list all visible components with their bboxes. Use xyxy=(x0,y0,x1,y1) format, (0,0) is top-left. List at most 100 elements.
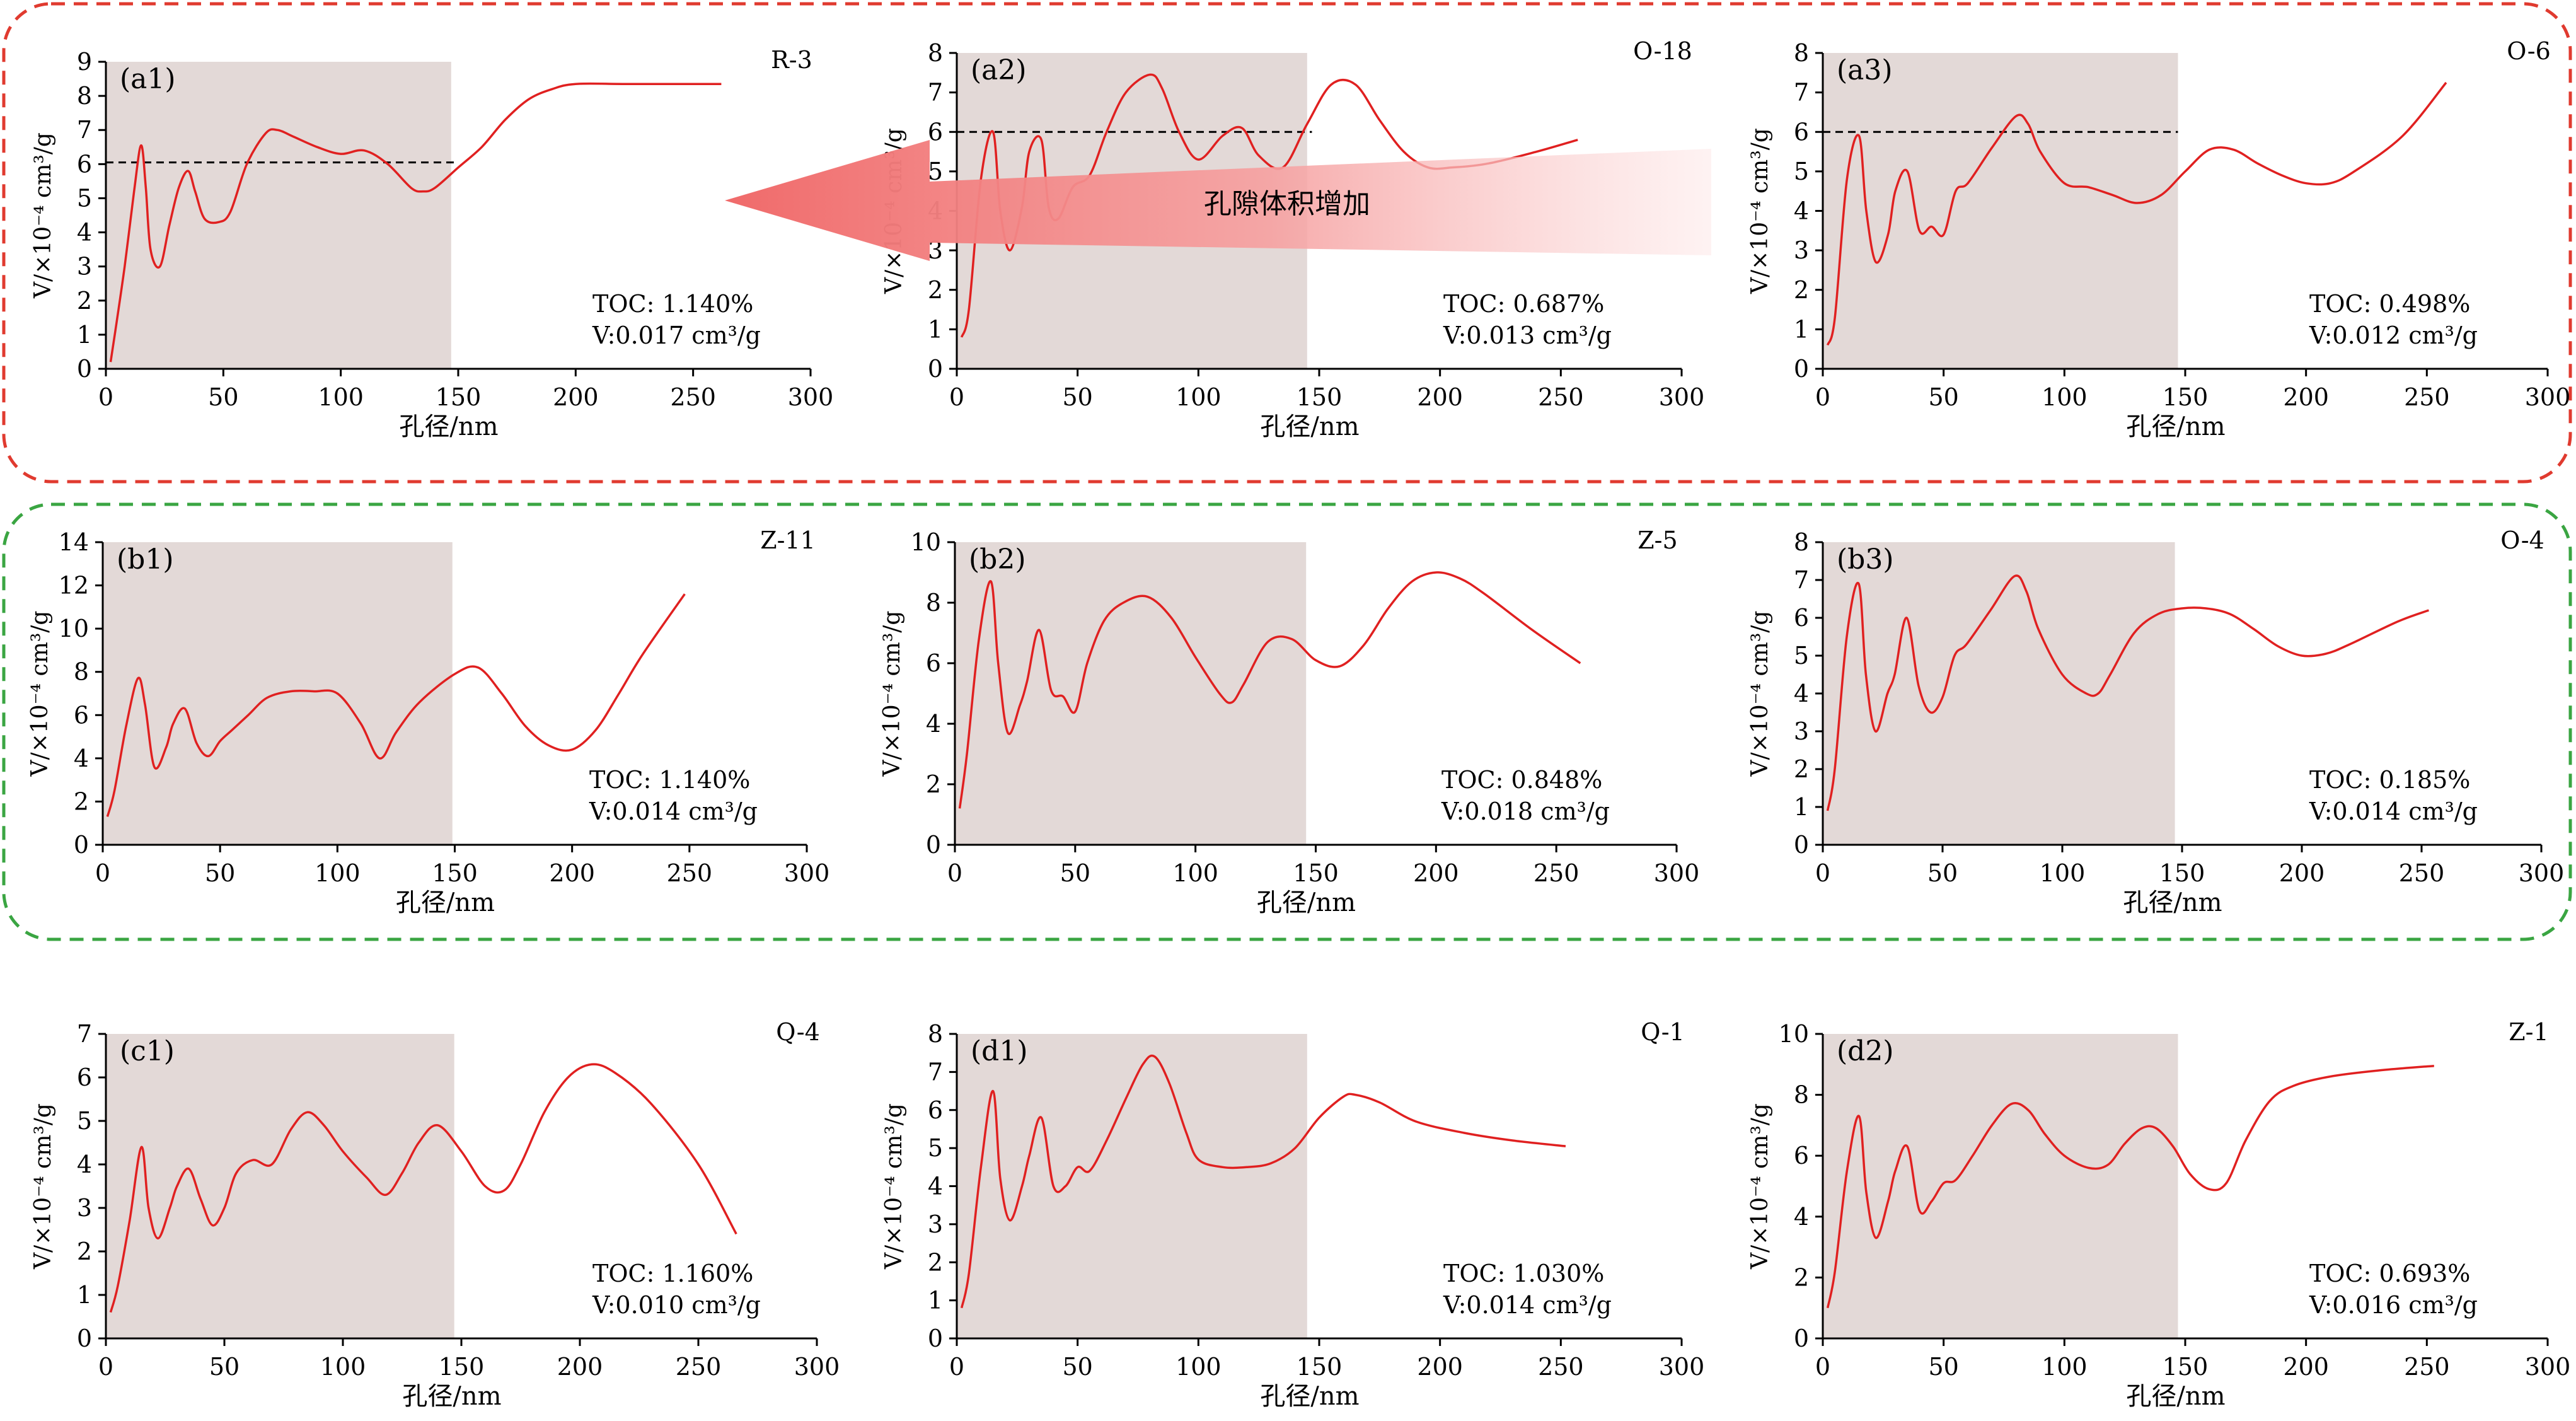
panel-b2: 0 50 100 150 200 250 300 0 2 4 6 8 10 孔径/nm V/×10⁻⁴ cm… xyxy=(879,526,1699,917)
y-tick-label: 0 xyxy=(926,831,941,859)
y-tick-label: 0 xyxy=(77,355,92,383)
series-line xyxy=(1826,1064,2434,1309)
pore-volume-label: V:0.014 cm³/g xyxy=(1443,1291,1612,1319)
x-axis-label: 孔径/nm xyxy=(396,888,495,917)
series-line xyxy=(109,82,722,362)
shaded-region xyxy=(1823,1034,2178,1338)
x-tick-label: 0 xyxy=(98,1353,113,1381)
y-tick-label: 6 xyxy=(926,649,941,677)
x-tick-label: 300 xyxy=(2525,1353,2571,1381)
x-tick-label: 200 xyxy=(1413,859,1459,887)
y-tick-label: 2 xyxy=(77,1238,92,1265)
x-tick-label: 0 xyxy=(1815,1353,1830,1381)
y-tick-label: 14 xyxy=(59,528,89,556)
x-tick-label: 250 xyxy=(676,1353,722,1381)
pore-volume-label: V:0.013 cm³/g xyxy=(1443,322,1612,349)
x-axis-label: 孔径/nm xyxy=(2123,888,2222,917)
y-tick-label: 10 xyxy=(911,528,941,556)
sample-label: Z-11 xyxy=(760,526,816,554)
x-tick-label: 0 xyxy=(949,1353,964,1381)
x-tick-label: 200 xyxy=(2283,383,2329,411)
x-axis-label: 孔径/nm xyxy=(402,1382,501,1411)
pore-volume-arrow: 孔隙体积增加 xyxy=(725,140,1711,261)
panel-label: (a3) xyxy=(1837,54,1893,86)
y-tick-label: 5 xyxy=(928,158,943,185)
x-tick-label: 300 xyxy=(784,859,830,887)
x-tick-label: 50 xyxy=(1060,859,1090,887)
y-tick-label: 0 xyxy=(1794,355,1809,383)
x-tick-label: 150 xyxy=(1297,383,1343,411)
arrow-label: 孔隙体积增加 xyxy=(1204,188,1370,220)
panel-label: (d2) xyxy=(1837,1035,1894,1067)
y-tick-label: 4 xyxy=(926,710,941,738)
x-tick-label: 200 xyxy=(1417,383,1463,411)
shaded-region xyxy=(106,1034,454,1338)
x-tick-label: 150 xyxy=(436,383,482,411)
x-tick-label: 100 xyxy=(315,859,361,887)
y-tick-label: 0 xyxy=(928,1325,943,1352)
panel-c1: 0 50 100 150 200 250 300 0 1 2 3 4 5 6 7 孔径/nm V/×10⁻⁴ c… xyxy=(30,1018,840,1411)
y-tick-label: 8 xyxy=(928,39,943,67)
toc-label: TOC: 0.687% xyxy=(1443,290,1604,318)
panel-b3: 0 50 100 150 200 250 300 0 1 2 3 4 5 6 7 8 孔径/nm V/×10⁻⁴ … xyxy=(1747,526,2564,917)
y-tick-label: 2 xyxy=(1794,276,1809,304)
y-tick-label: 2 xyxy=(1794,755,1809,783)
y-tick-label: 6 xyxy=(74,701,89,729)
panel-label: (d1) xyxy=(971,1035,1028,1067)
x-tick-label: 250 xyxy=(667,859,713,887)
x-tick-label: 150 xyxy=(1293,859,1339,887)
x-tick-label: 0 xyxy=(98,383,113,411)
toc-label: TOC: 1.160% xyxy=(592,1260,753,1287)
y-tick-label: 8 xyxy=(1794,1081,1809,1109)
y-tick-label: 5 xyxy=(1794,158,1809,185)
toc-label: TOC: 0.185% xyxy=(2309,766,2470,794)
y-tick-label: 4 xyxy=(1794,680,1809,707)
x-tick-label: 50 xyxy=(208,383,238,411)
y-tick-label: 8 xyxy=(928,1020,943,1048)
panel-label: (b3) xyxy=(1837,543,1894,576)
y-tick-label: 2 xyxy=(928,276,943,304)
panel-a3: 0 50 100 150 200 250 300 0 1 2 3 4 5 6 7 8 孔径/nm V/×10⁻⁴ … xyxy=(1747,37,2570,441)
x-tick-label: 150 xyxy=(2163,383,2209,411)
y-tick-label: 2 xyxy=(928,1248,943,1276)
x-tick-label: 300 xyxy=(1659,383,1705,411)
x-tick-label: 250 xyxy=(1533,859,1580,887)
x-tick-label: 200 xyxy=(2279,859,2325,887)
x-tick-label: 100 xyxy=(318,383,364,411)
y-tick-label: 0 xyxy=(1794,1325,1809,1352)
y-tick-label: 1 xyxy=(1794,793,1809,821)
y-tick-label: 6 xyxy=(77,150,92,178)
x-tick-label: 200 xyxy=(557,1353,603,1381)
y-tick-label: 7 xyxy=(77,116,92,144)
y-tick-label: 10 xyxy=(1779,1020,1809,1048)
x-axis-label: 孔径/nm xyxy=(1257,888,1356,917)
sample-label: O-18 xyxy=(1633,37,1692,65)
y-tick-label: 2 xyxy=(1794,1263,1809,1291)
panel-label: (b2) xyxy=(969,543,1026,576)
x-tick-label: 100 xyxy=(2040,859,2086,887)
y-tick-label: 8 xyxy=(926,589,941,617)
x-tick-label: 250 xyxy=(1538,1353,1584,1381)
x-tick-label: 200 xyxy=(553,383,599,411)
x-axis-label: 孔径/nm xyxy=(2126,1382,2225,1411)
x-tick-label: 50 xyxy=(1062,383,1092,411)
x-tick-label: 200 xyxy=(2283,1353,2329,1381)
x-tick-label: 150 xyxy=(2159,859,2205,887)
toc-label: TOC: 0.498% xyxy=(2309,290,2470,318)
y-axis-label: V/×10⁻⁴ cm³/g xyxy=(1747,128,1773,294)
x-tick-label: 50 xyxy=(1928,1353,1958,1381)
y-tick-label: 4 xyxy=(1794,197,1809,225)
x-tick-label: 50 xyxy=(1928,383,1958,411)
x-tick-label: 100 xyxy=(320,1353,366,1381)
arrow-shape xyxy=(725,140,1711,261)
x-tick-label: 250 xyxy=(2404,383,2450,411)
x-axis-label: 孔径/nm xyxy=(1260,412,1359,441)
panel-d2: 0 50 100 150 200 250 300 0 2 4 6 8 10 孔径/nm V/×10⁻⁴ cm… xyxy=(1747,1018,2570,1411)
y-tick-label: 0 xyxy=(74,831,89,859)
x-tick-label: 150 xyxy=(432,859,478,887)
y-tick-label: 5 xyxy=(928,1134,943,1162)
x-axis-label: 孔径/nm xyxy=(399,412,498,441)
series-line xyxy=(106,593,686,817)
x-tick-label: 200 xyxy=(1417,1353,1463,1381)
